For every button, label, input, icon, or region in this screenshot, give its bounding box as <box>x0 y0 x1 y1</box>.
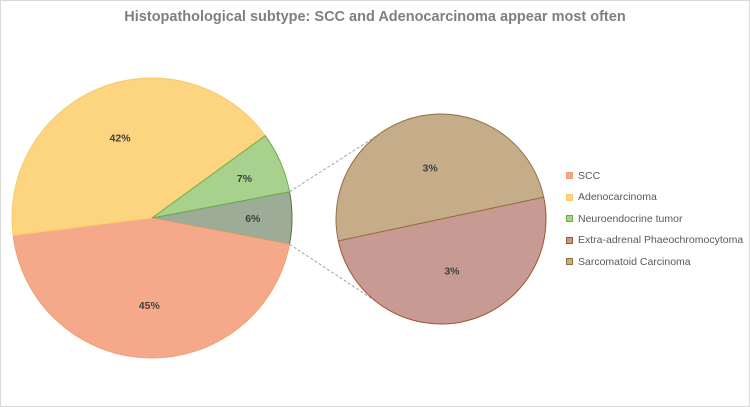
legend-swatch <box>566 236 573 244</box>
legend-item-sarcomatoid-carcinoma: Sarcomatoid Carcinoma <box>566 251 743 273</box>
legend-label: Extra-adrenal Phaeochromocytoma <box>578 234 744 247</box>
legend-swatch <box>566 193 573 201</box>
legend-swatch <box>566 215 573 223</box>
legend-item-neuroendocrine-tumor: Neuroendocrine tumor <box>566 208 743 230</box>
legend-label: SCC <box>578 169 601 182</box>
legend-item-scc: SCC <box>566 165 743 187</box>
data-label-scc: 45% <box>139 300 161 312</box>
data-label-other: 6% <box>245 213 261 225</box>
pie-slice-adenocarcinoma <box>11 77 266 237</box>
data-label-neuroendocrine-tumor: 7% <box>237 173 253 185</box>
data-label-sarcomatoid-carcinoma: 3% <box>422 163 438 175</box>
data-label-extra-adrenal-phaeochromocytoma: 3% <box>444 265 460 277</box>
legend-item-extra-adrenal-phaeochromocytoma: Extra-adrenal Phaeochromocytoma <box>566 230 743 252</box>
legend-swatch <box>566 172 573 180</box>
legend-label: Adenocarcinoma <box>578 191 657 204</box>
pie-slice-scc <box>12 217 291 359</box>
legend-label: Neuroendocrine tumor <box>578 212 683 225</box>
chart-title: Histopathological subtype: SCC and Adeno… <box>124 9 626 25</box>
legend-label: Sarcomatoid Carcinoma <box>578 255 691 268</box>
pie-slice-sarcomatoid-carcinoma <box>335 113 545 242</box>
legend-item-adenocarcinoma: Adenocarcinoma <box>566 187 743 209</box>
data-label-adenocarcinoma: 42% <box>110 132 132 144</box>
legend: SCC Adenocarcinoma Neuroendocrine tumor Ext… <box>566 165 743 273</box>
legend-swatch <box>566 258 573 266</box>
pie-slice-extra-adrenal-phaeochromocytoma <box>337 196 547 325</box>
